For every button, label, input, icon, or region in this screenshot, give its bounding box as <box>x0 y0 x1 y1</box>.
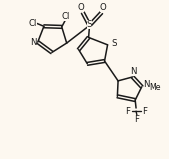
Text: S: S <box>87 21 92 29</box>
Text: Cl: Cl <box>62 12 70 21</box>
Text: Me: Me <box>150 83 161 92</box>
Text: N: N <box>30 38 36 47</box>
Text: S: S <box>112 39 117 48</box>
Text: F: F <box>134 115 139 124</box>
Text: F: F <box>142 107 148 116</box>
Text: N: N <box>144 80 150 89</box>
Text: F: F <box>125 107 130 116</box>
Text: O: O <box>78 3 84 12</box>
Text: Cl: Cl <box>28 19 37 28</box>
Text: O: O <box>100 3 106 12</box>
Text: N: N <box>130 67 136 76</box>
